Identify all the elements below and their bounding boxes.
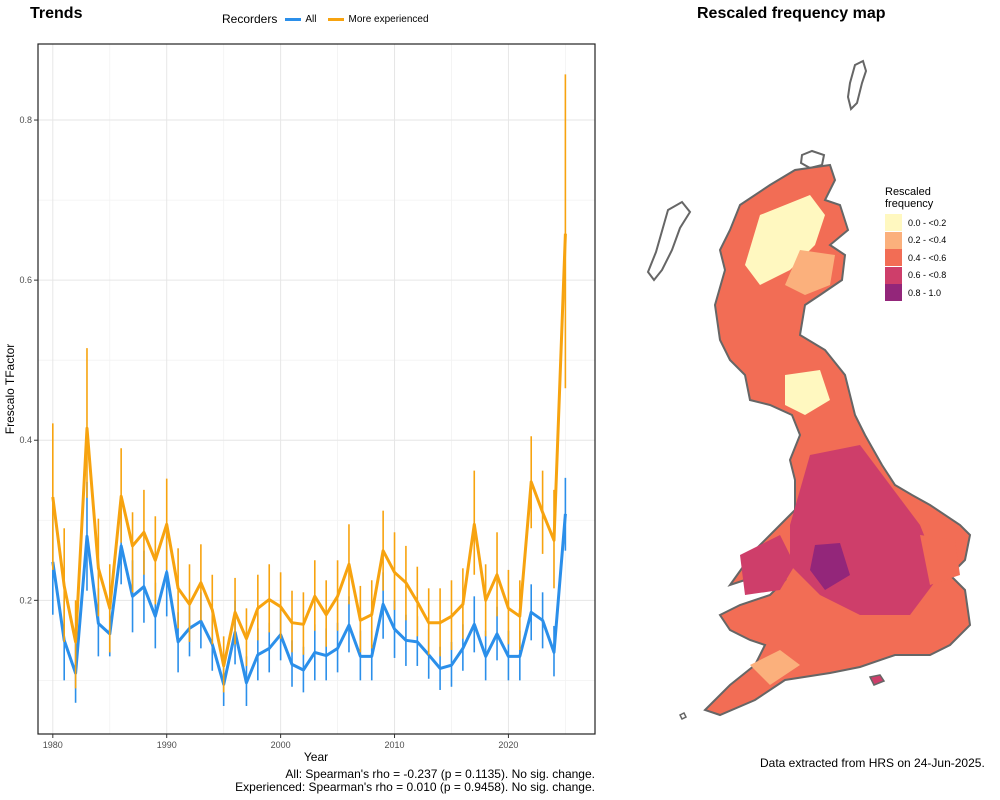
- map-patch-highlands-orange: [785, 250, 835, 295]
- plot-panel-border: [37, 43, 596, 735]
- chart-legend: Recorders All More experienced: [222, 12, 439, 26]
- map-isle-of-wight: [868, 674, 886, 686]
- map-legend-title: Rescaled frequency: [885, 186, 934, 210]
- x-tick-label: 1990: [157, 740, 177, 750]
- y-tick-label: 0.2: [19, 595, 32, 605]
- map-legend-label: 0.0 - <0.2: [908, 217, 947, 228]
- grid-lines: [38, 44, 595, 734]
- map-legend-swatch: [885, 249, 902, 267]
- axis-ticks: 1980 1990 2000 2010 2020 0.2 0.4 0.6 0.8: [19, 115, 518, 750]
- map-scilly: [678, 711, 688, 721]
- y-tick-label: 0.4: [19, 435, 32, 445]
- map-legend-row: 0.6 - <0.8: [885, 266, 947, 285]
- map-legend-row: 0.8 - 1.0: [885, 284, 946, 302]
- map-shetland: [846, 59, 868, 111]
- y-tick-label: 0.8: [19, 115, 32, 125]
- map-legend-swatch: [885, 231, 902, 249]
- spearman-stats: All: Spearman's rho = -0.237 (p = 0.1135…: [235, 768, 595, 794]
- map-patch-midlands-dark: [810, 543, 850, 590]
- map-patch-southwest-orange: [750, 650, 800, 685]
- map-legend-label: 0.6 - <0.8: [908, 270, 947, 281]
- series-layer: [51, 74, 567, 706]
- x-tick-label: 2010: [385, 740, 405, 750]
- stats-all: All: Spearman's rho = -0.237 (p = 0.1135…: [285, 767, 595, 781]
- series-line-all: [51, 513, 567, 686]
- map-patch-wales: [740, 535, 795, 595]
- map-legend-row: 0.2 - <0.4: [885, 231, 947, 250]
- legend-swatch-experienced: [328, 17, 345, 21]
- map-hebrides: [646, 200, 692, 282]
- series-line-experienced: [51, 233, 567, 668]
- stats-experienced: Experienced: Spearman's rho = 0.010 (p =…: [235, 780, 595, 794]
- map-patch-highlands-light: [745, 195, 825, 285]
- map-title: Rescaled frequency map: [697, 5, 886, 22]
- legend-label-experienced: More experienced: [348, 13, 429, 25]
- data-source-footnote: Data extracted from HRS on 24-Jun-2025.: [760, 756, 985, 770]
- map-patch-cairngorm-light: [785, 370, 830, 415]
- legend-label-all: All: [305, 13, 317, 25]
- trends-title: Trends: [30, 5, 83, 22]
- legend-swatch-all: [285, 17, 302, 21]
- x-tick-label: 2000: [271, 740, 291, 750]
- gb-frequency-map: [646, 59, 972, 721]
- map-legend-swatch: [885, 284, 902, 302]
- map-legend-swatch: [885, 266, 902, 284]
- map-orkney: [799, 149, 826, 170]
- y-tick-label: 0.6: [19, 275, 32, 285]
- legend-title: Recorders: [222, 12, 278, 26]
- map-legend-row: 0.4 - <0.6: [885, 249, 946, 267]
- x-tick-label: 1980: [43, 740, 63, 750]
- map-legend-label: 0.4 - <0.6: [908, 252, 947, 263]
- y-axis-label: Frescalo TFactor: [3, 344, 17, 434]
- x-tick-label: 2020: [498, 740, 518, 750]
- map-legend-label: 0.2 - <0.4: [908, 235, 947, 246]
- map-legend: Rescaled frequency 0.0 - <0.2 0.2 - <0.4…: [885, 186, 946, 302]
- map-legend-row: 0.0 - <0.2: [885, 214, 946, 232]
- map-legend-swatch: [885, 214, 902, 232]
- map-patch-east-orange: [920, 535, 960, 585]
- x-axis-label: Year: [304, 750, 328, 764]
- map-legend-label: 0.8 - 1.0: [908, 287, 942, 298]
